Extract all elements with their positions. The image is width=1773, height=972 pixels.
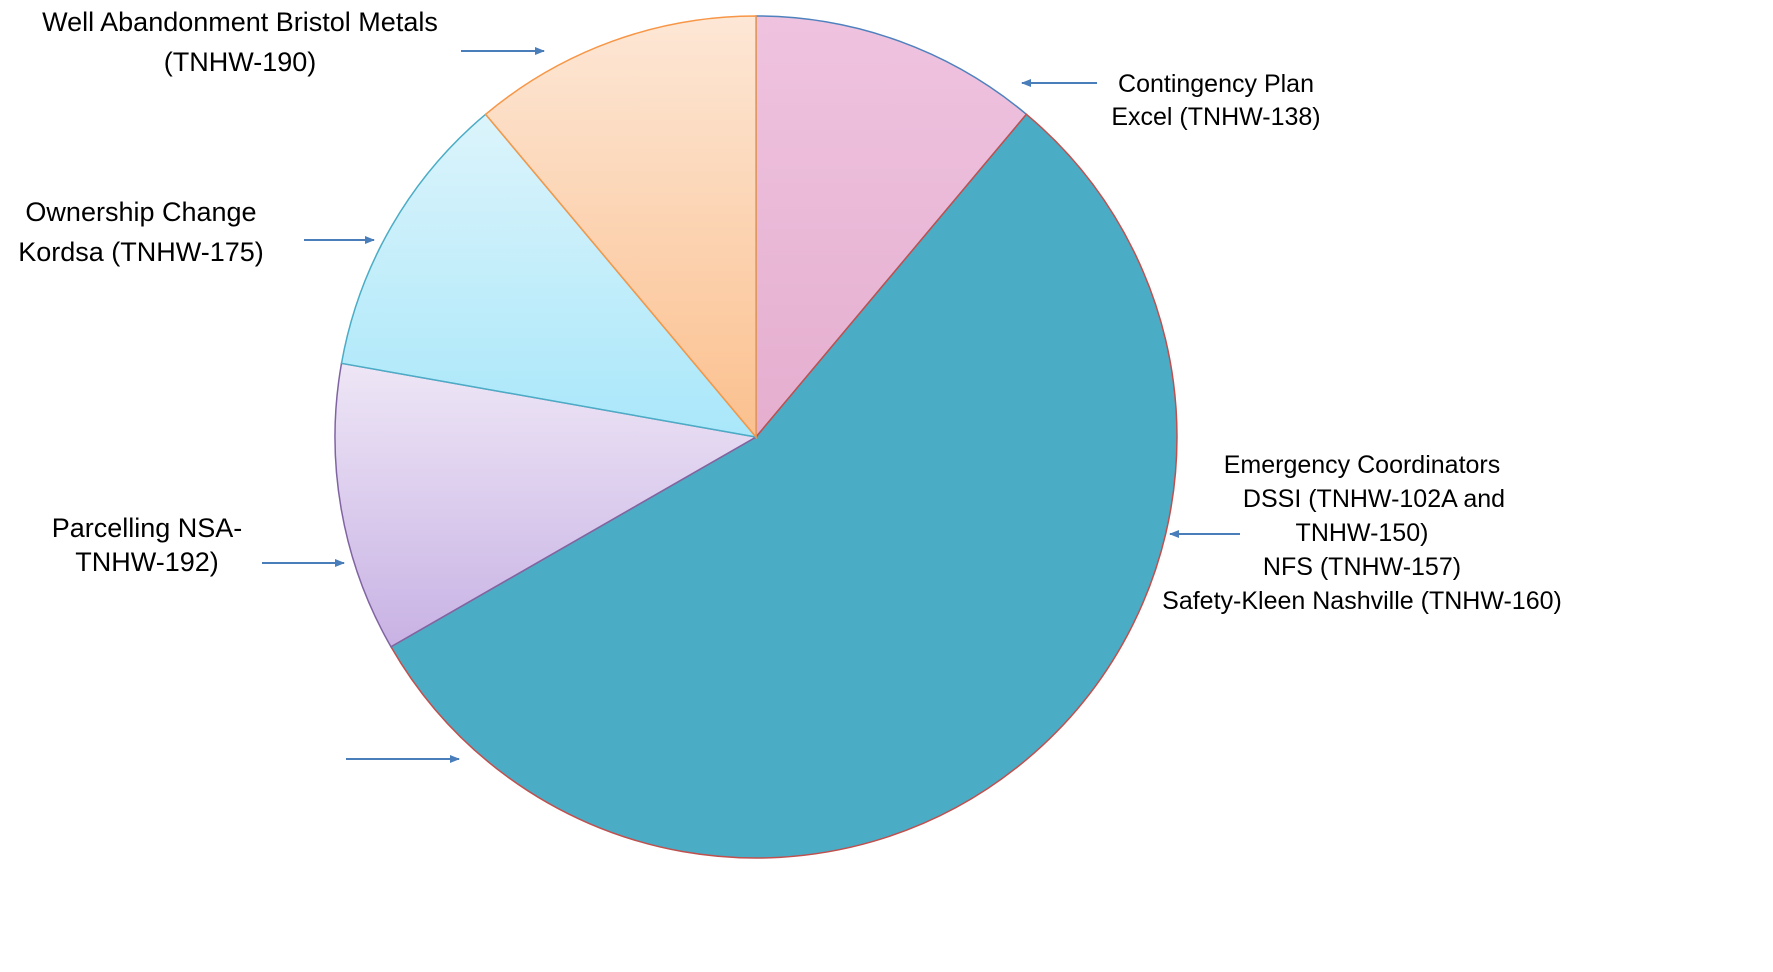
slice-label-line: DSSI (TNHW-102A and <box>1243 485 1505 513</box>
slice-label-line: Kordsa (TNHW-175) <box>18 237 264 267</box>
slice-label-line: NFS (TNHW-157) <box>1263 553 1461 581</box>
slice-labels: Contingency Plan Excel (TNHW-138) Emergenc… <box>18 7 1562 615</box>
slice-label-line: Safety-Kleen Nashville (TNHW-160) <box>1162 587 1562 615</box>
slice-label-5: Well Abandonment Bristol Metals (TNHW-190… <box>42 7 438 77</box>
slice-label-line: Well Abandonment Bristol Metals <box>42 7 438 37</box>
label-arrows <box>262 47 1240 763</box>
slice-label-line: (TNHW-190) <box>164 47 317 77</box>
slice-label-2: Emergency Coordinators DSSI (TNHW-102A an… <box>1162 451 1562 615</box>
slice-label-line: Excel (TNHW-138) <box>1111 103 1320 131</box>
slice-label-line: TNHW-150) <box>1296 519 1429 547</box>
slice-label-line: Contingency Plan <box>1118 70 1314 98</box>
slice-label-line: Emergency Coordinators <box>1224 451 1501 479</box>
slice-label-line: Ownership Change <box>25 197 256 227</box>
slice-label-1: Contingency Plan Excel (TNHW-138) <box>1111 70 1320 131</box>
pie-slice-4 <box>340 113 758 439</box>
pie-slice-5 <box>484 15 757 440</box>
slice-label-4: Ownership Change Kordsa (TNHW-175) <box>18 197 264 267</box>
slice-label-line: TNHW-192) <box>75 547 219 577</box>
pie-slice-1 <box>755 15 1028 440</box>
slice-label-line: Parcelling NSA- <box>52 513 243 543</box>
slice-label-3: Parcelling NSA- TNHW-192) <box>52 513 243 577</box>
pie-slice-3 <box>334 362 759 648</box>
pie-slice-2 <box>389 113 1178 859</box>
pie-slices <box>334 15 1178 859</box>
